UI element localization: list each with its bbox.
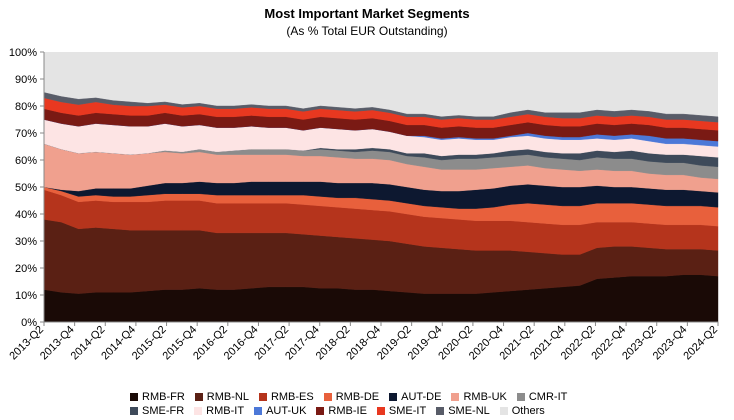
legend-item-rmb-nl: RMB-NL bbox=[194, 391, 249, 403]
y-tick-label: 70% bbox=[15, 128, 37, 140]
legend-swatch bbox=[194, 393, 203, 401]
plot-layer bbox=[43, 52, 719, 323]
legend-item-rmb-fr: RMB-FR bbox=[130, 391, 185, 403]
legend-item-others: Others bbox=[499, 405, 545, 417]
legend-label: AUT-DE bbox=[401, 391, 442, 403]
legend-swatch bbox=[254, 407, 263, 415]
x-tick-label: 2024-Q2 bbox=[681, 324, 720, 363]
y-tick-label: 30% bbox=[15, 236, 37, 248]
legend-swatch bbox=[323, 393, 332, 401]
legend-label: AUT-UK bbox=[266, 405, 307, 417]
legend-swatch bbox=[316, 407, 325, 415]
legend-label: CMR-IT bbox=[528, 391, 568, 403]
y-tick-label: 50% bbox=[15, 182, 37, 194]
legend-swatch bbox=[451, 393, 460, 401]
legend-label: SME-NL bbox=[448, 405, 490, 417]
legend-swatch bbox=[516, 393, 525, 401]
legend-swatch bbox=[436, 407, 445, 415]
legend-label: RMB-UK bbox=[463, 391, 507, 403]
chart-title: Most Important Market Segments bbox=[264, 6, 470, 21]
legend-label: RMB-ES bbox=[270, 391, 314, 403]
legend-row: RMB-FR RMB-NL RMB-ES RMB-DE AUT-DE RMB-UK CMR-… bbox=[130, 390, 730, 404]
legend: RMB-FR RMB-NL RMB-ES RMB-DE AUT-DE RMB-UK CMR-… bbox=[130, 390, 730, 418]
legend-swatch bbox=[194, 407, 203, 415]
legend-swatch bbox=[389, 393, 398, 401]
legend-item-aut-de: AUT-DE bbox=[389, 391, 441, 403]
legend-item-cmr-it: CMR-IT bbox=[516, 391, 568, 403]
y-tick-label: 0% bbox=[21, 317, 37, 329]
legend-swatch bbox=[499, 407, 508, 415]
legend-swatch bbox=[130, 407, 138, 415]
legend-label: RMB-NL bbox=[206, 391, 249, 403]
legend-swatch bbox=[130, 393, 138, 401]
legend-label: RMB-IE bbox=[328, 405, 367, 417]
y-tick-label: 10% bbox=[15, 290, 37, 302]
area-sme-nl bbox=[43, 92, 719, 123]
y-tick-label: 20% bbox=[15, 263, 37, 275]
legend-label: RMB-DE bbox=[335, 391, 380, 403]
y-tick-label: 80% bbox=[15, 101, 37, 113]
legend-item-rmb-it: RMB-IT bbox=[194, 405, 244, 417]
chart-area: 0%10%20%30%40%50%60%70%80%90%100%2013-Q2… bbox=[7, 47, 720, 363]
legend-item-sme-fr: SME-FR bbox=[130, 405, 184, 417]
legend-item-rmb-uk: RMB-UK bbox=[451, 391, 507, 403]
legend-item-rmb-de: RMB-DE bbox=[323, 391, 380, 403]
y-tick-label: 40% bbox=[15, 209, 37, 221]
legend-item-sme-it: SME-IT bbox=[376, 405, 427, 417]
y-tick-label: 60% bbox=[15, 155, 37, 167]
y-tick-label: 100% bbox=[9, 47, 37, 59]
legend-item-rmb-ie: RMB-IE bbox=[316, 405, 367, 417]
legend-swatch bbox=[258, 393, 267, 401]
legend-swatch bbox=[376, 407, 385, 415]
legend-item-sme-nl: SME-NL bbox=[436, 405, 490, 417]
legend-item-rmb-es: RMB-ES bbox=[258, 391, 314, 403]
legend-label: Others bbox=[511, 405, 545, 417]
chart-subtitle: (As % Total EUR Outstanding) bbox=[286, 24, 448, 38]
legend-label: RMB-IT bbox=[206, 405, 245, 417]
legend-label: SME-FR bbox=[142, 405, 185, 417]
y-tick-label: 90% bbox=[15, 74, 37, 86]
legend-label: SME-IT bbox=[388, 405, 427, 417]
legend-row: SME-FR RMB-IT AUT-UK RMB-IE SME-IT SME-NL Othe… bbox=[130, 404, 730, 418]
legend-item-aut-uk: AUT-UK bbox=[254, 405, 306, 417]
legend-label: RMB-FR bbox=[142, 391, 185, 403]
